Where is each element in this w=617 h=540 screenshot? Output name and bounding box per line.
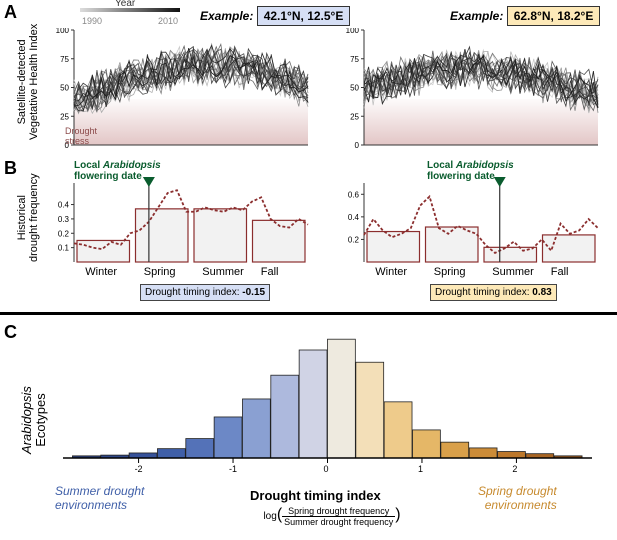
season-label: Summer (492, 266, 534, 278)
svg-text:25: 25 (350, 112, 359, 121)
svg-text:0: 0 (355, 141, 360, 150)
panel-c-histogram (55, 330, 600, 470)
formula-den: Summer drought frequency (282, 517, 395, 527)
coord-left: 42.1°N, 12.5°E (257, 6, 351, 26)
svg-text:0.4: 0.4 (348, 213, 360, 222)
season-label: Fall (261, 266, 279, 278)
c-x-title: Drought timing index (250, 488, 381, 503)
dti-val-right: 0.83 (532, 287, 551, 298)
season-label: Fall (551, 266, 569, 278)
panel-a-label: A (4, 2, 17, 23)
dti-label-right: Drought timing index: (435, 287, 530, 298)
spring-env-label: Spring droughtenvironments (478, 485, 557, 513)
dti-right-box: Drought timing index: 0.83 (430, 284, 557, 301)
c-xtick: 1 (418, 464, 423, 474)
svg-text:0.1: 0.1 (58, 244, 70, 253)
svg-text:100: 100 (346, 28, 360, 35)
dti-label-left: Drought timing index: (145, 287, 240, 298)
c-xtick: 2 (512, 464, 517, 474)
svg-text:50: 50 (350, 84, 359, 93)
svg-text:0.6: 0.6 (348, 190, 360, 199)
svg-text:0.4: 0.4 (58, 201, 70, 210)
coord-right: 62.8°N, 18.2°E (507, 6, 601, 26)
panel-c-label: C (4, 322, 17, 343)
example-right: Example: 62.8°N, 18.2°E (450, 6, 600, 26)
c-xtick: 0 (324, 464, 329, 474)
svg-text:50: 50 (60, 84, 69, 93)
panel-a-ylabel: Satellite-detectedVegetative Health Inde… (16, 24, 40, 140)
svg-text:75: 75 (60, 55, 69, 64)
formula-log: log (263, 511, 276, 522)
svg-text:0.3: 0.3 (58, 215, 70, 224)
formula-num: Spring drought frequency (282, 506, 395, 517)
season-label: Winter (85, 266, 117, 278)
c-xtick: -2 (135, 464, 143, 474)
svg-text:100: 100 (56, 28, 70, 35)
example-left: Example: 42.1°N, 12.5°E (200, 6, 350, 26)
dti-left-box: Drought timing index: -0.15 (140, 284, 270, 301)
svg-text:0.2: 0.2 (58, 229, 70, 238)
drought-stress-label: Droughtstress (65, 126, 97, 146)
svg-text:75: 75 (350, 55, 359, 64)
year-word: Year (115, 0, 135, 9)
season-label: Summer (202, 266, 244, 278)
c-xtick: -1 (229, 464, 237, 474)
year-start: 1990 (82, 16, 102, 26)
panel-c-ylabel: ArabidopsisEcotypes (20, 386, 49, 454)
season-label: Winter (375, 266, 407, 278)
year-end: 2010 (158, 16, 178, 26)
panel-a-chart-right: 0 25 50 75 100 (340, 28, 600, 153)
panel-b-ylabel: Historicaldrought frequency (16, 173, 40, 262)
formula: log( Spring drought frequency Summer dro… (232, 506, 432, 527)
summer-env-label: Summer droughtenvironments (55, 485, 144, 513)
dti-val-left: -0.15 (242, 287, 265, 298)
example-word-left: Example: (200, 9, 253, 23)
panel-b-chart-right: 0.2 0.4 0.6 (340, 175, 600, 270)
season-label: Spring (144, 266, 176, 278)
example-word-right: Example: (450, 9, 503, 23)
divider-line (0, 312, 617, 315)
svg-text:0.2: 0.2 (348, 235, 360, 244)
season-label: Spring (434, 266, 466, 278)
svg-text:25: 25 (60, 112, 69, 121)
panel-b-chart-left: 0.1 0.2 0.3 0.4 (50, 175, 310, 270)
